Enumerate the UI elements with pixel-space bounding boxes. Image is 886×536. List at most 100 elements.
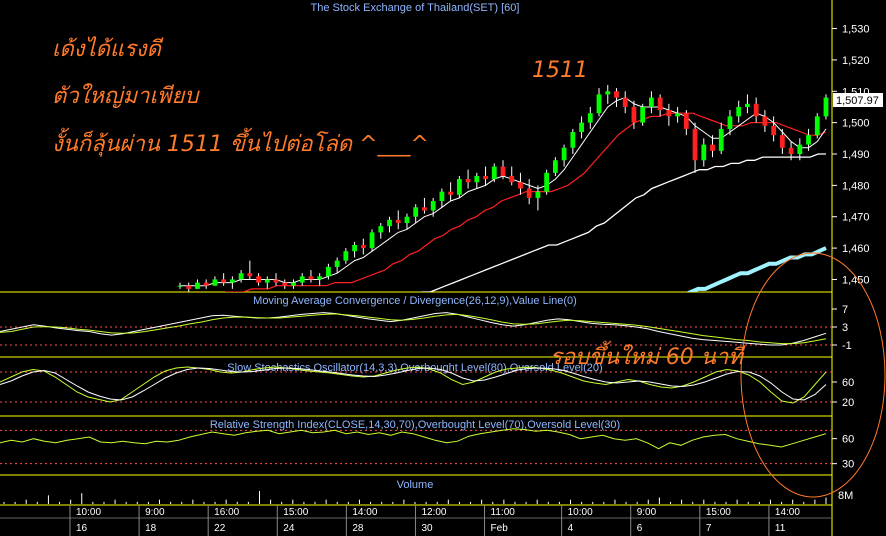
candle-body (779, 135, 785, 148)
candle (395, 210, 401, 230)
macd-title: Moving Average Convergence / Divergence(… (253, 295, 577, 307)
ma-long-line (685, 246, 827, 292)
candle-body (614, 91, 619, 98)
candle-body (762, 116, 768, 126)
candle (718, 122, 724, 154)
candle (587, 106, 593, 129)
candle (413, 204, 419, 223)
candle (806, 128, 811, 151)
candle-body (552, 160, 558, 173)
candle (439, 188, 445, 208)
candle-body (718, 128, 724, 151)
date-label: 22 (214, 523, 226, 534)
candle-body (195, 282, 200, 289)
candle-body (535, 191, 541, 198)
candle-body (631, 106, 637, 123)
price-tick-label: 1,520 (842, 55, 870, 67)
candle-body (326, 266, 331, 277)
candle-body (500, 166, 506, 176)
date-label: 30 (421, 523, 433, 534)
candle-body (264, 279, 270, 283)
candle-body (448, 191, 454, 195)
candle-body (771, 125, 777, 136)
candle-body (666, 110, 672, 117)
series-line (0, 367, 827, 401)
candle-body (596, 94, 602, 114)
candle-body (814, 116, 820, 136)
candle-body (282, 282, 288, 286)
candle-body (823, 97, 829, 117)
candle-body (753, 103, 759, 117)
last-price-box (833, 93, 883, 107)
candle-body (256, 276, 261, 283)
candle (779, 128, 785, 154)
candle-body (570, 132, 576, 148)
highlight-circle (740, 252, 886, 498)
candle (282, 279, 288, 289)
candle-body (692, 128, 698, 161)
rsi-tick-label: 30 (842, 459, 854, 471)
candle-body (509, 175, 515, 183)
candle (448, 182, 454, 202)
candle (797, 138, 803, 161)
candle (212, 276, 218, 286)
candle (404, 213, 410, 230)
candle (229, 276, 235, 289)
stoch-tick-label: 20 (842, 397, 854, 409)
last-price-tag: 1,507.97 (833, 93, 883, 107)
candle (753, 97, 759, 123)
candle (238, 270, 244, 283)
candle-body (745, 103, 750, 107)
annotation-peak-1511: 1511 (532, 58, 588, 83)
candle-body (465, 179, 471, 183)
candle-body (736, 106, 742, 117)
candle (683, 110, 689, 136)
candle-body (308, 276, 314, 280)
candle-body (491, 166, 497, 180)
stochastics-panel: 60 20 (0, 366, 854, 409)
date-label: 24 (283, 523, 295, 534)
candle (823, 94, 829, 120)
candle-body (291, 282, 296, 286)
candle (273, 273, 279, 286)
price-tick-label: 1,530 (842, 24, 870, 36)
chart-title: The Stock Exchange of Thailand(SET) [60] (311, 2, 520, 14)
candle-body (317, 276, 323, 280)
candle-body (518, 182, 523, 189)
candle (814, 113, 820, 139)
candle (456, 175, 462, 198)
candle (596, 88, 602, 117)
candle (736, 100, 742, 123)
candle (762, 110, 768, 133)
date-label: 7 (706, 523, 712, 534)
annotation-cycle-note: รอบขึ้นใหม่ 60 นาที (550, 340, 746, 370)
candle (256, 273, 261, 286)
last-price-label: 1,507.97 (836, 95, 879, 107)
candle (570, 128, 576, 154)
price-panel (177, 85, 829, 292)
macd-tick-label: 3 (842, 322, 848, 334)
series-line (0, 312, 827, 346)
candle (788, 141, 794, 161)
candle (299, 273, 305, 286)
ma-mid-line (224, 112, 827, 292)
time-label: 9:00 (145, 507, 165, 518)
price-tick-label: 1,450 (842, 274, 870, 286)
candle-body (526, 188, 532, 198)
candle-body (238, 273, 244, 280)
candle-body (422, 207, 427, 211)
time-label: 15:00 (283, 507, 308, 518)
candle (422, 197, 427, 214)
candle-body (352, 244, 357, 252)
macd-tick-label: -1 (842, 340, 852, 352)
candle (430, 197, 436, 217)
time-axis: 10:00 9:00 16:00 15:00 14:00 12:00 11:00 10:00 9… (69, 505, 800, 536)
date-label: 6 (637, 523, 643, 534)
series-line (0, 428, 827, 450)
candle-body (474, 175, 480, 183)
volume-title: Volume (397, 479, 434, 491)
time-label: 9:00 (637, 507, 657, 518)
date-label: Feb (491, 523, 509, 534)
candle (675, 106, 680, 123)
